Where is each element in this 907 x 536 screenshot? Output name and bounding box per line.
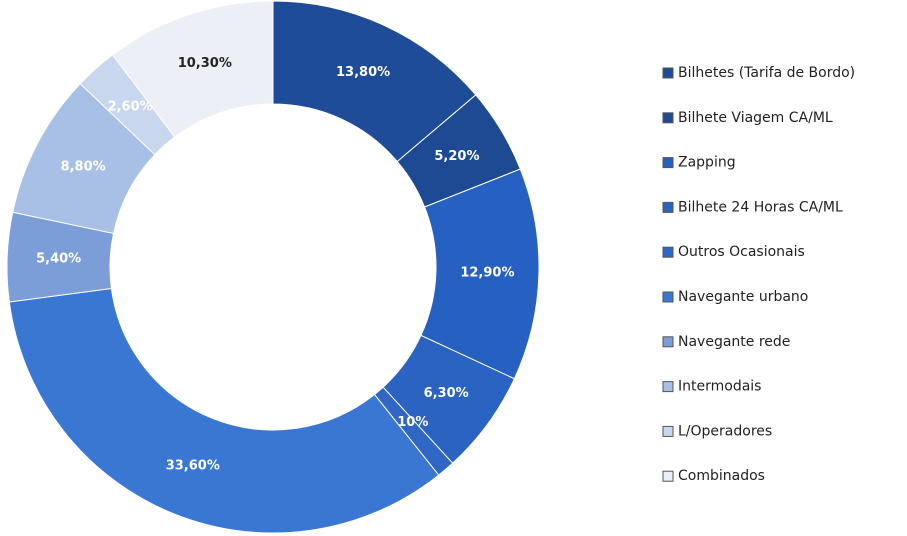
legend-label: Navegante rede (678, 334, 790, 350)
legend-swatch (662, 201, 674, 213)
legend-label: Outros Ocasionais (678, 244, 805, 260)
value-label: 2,60% (108, 99, 153, 114)
legend-swatch (662, 425, 674, 437)
legend-label: Bilhete 24 Horas CA/ML (678, 199, 843, 215)
legend-label: Bilhetes (Tarifa de Bordo) (678, 65, 855, 81)
legend-swatch (662, 112, 674, 124)
legend-swatch (662, 157, 674, 169)
legend-swatch (662, 246, 674, 258)
legend-swatch (662, 291, 674, 303)
value-label: 33,60% (166, 458, 220, 473)
legend-label: Intermodais (678, 379, 761, 395)
legend-label: Bilhete Viagem CA/ML (678, 110, 833, 126)
value-label: 8,80% (61, 160, 106, 175)
legend-swatch (662, 67, 674, 79)
donut-segment (8, 287, 440, 534)
legend-swatch (662, 470, 674, 482)
value-label: 5,20% (434, 149, 479, 164)
legend-swatch (662, 336, 674, 348)
legend-label: Combinados (678, 468, 765, 484)
value-label: 13,80% (336, 65, 390, 80)
legend-label: Navegante urbano (678, 289, 808, 305)
legend-label: L/Operadores (678, 423, 772, 439)
legend-label: Zapping (678, 155, 736, 171)
value-label: 12,90% (460, 266, 514, 281)
value-label: 10,30% (178, 56, 232, 71)
donut-segment (111, 0, 274, 138)
value-label: 5,40% (36, 251, 81, 266)
value-label: 6,30% (424, 386, 469, 401)
legend-swatch (662, 381, 674, 393)
